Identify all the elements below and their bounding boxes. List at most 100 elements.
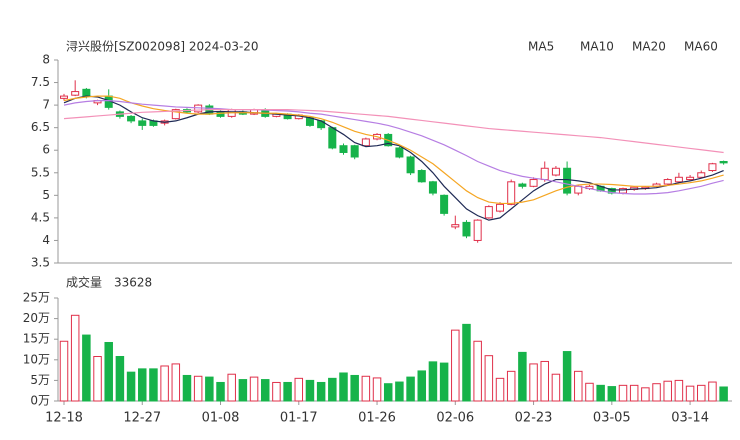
x-tick-label: 03-14 xyxy=(671,411,709,426)
volume-bar xyxy=(339,372,348,402)
volume-bar xyxy=(674,379,684,402)
x-tick-label: 01-26 xyxy=(358,411,396,426)
x-tick-label: 12-27 xyxy=(123,411,161,426)
y-tick-label: 5万 xyxy=(30,373,50,387)
volume-bar xyxy=(529,363,538,402)
x-tick-label: 02-06 xyxy=(436,411,474,426)
candle-body xyxy=(507,181,516,205)
candle-body xyxy=(719,161,728,164)
candle-body xyxy=(127,115,136,122)
candle-body xyxy=(674,176,683,183)
y-tick-label: 25万 xyxy=(23,291,50,305)
candle-body xyxy=(484,206,493,219)
volume-bar xyxy=(708,381,717,402)
y-tick-label: 6.5 xyxy=(31,120,50,134)
x-tick-label: 02-23 xyxy=(515,411,553,426)
ma-line xyxy=(63,109,724,154)
volume-bar xyxy=(417,370,427,402)
candle-body xyxy=(440,194,449,214)
volume-bar xyxy=(104,341,113,402)
candle-body xyxy=(361,138,370,147)
y-tick-label: 10万 xyxy=(23,352,50,366)
volume-bar xyxy=(629,384,639,402)
y-tick-label: 6 xyxy=(42,143,50,157)
candle-body xyxy=(82,88,91,97)
y-tick-label: 5.5 xyxy=(31,165,50,179)
volume-bar xyxy=(283,381,292,402)
volume-bar xyxy=(551,373,561,402)
volume-bar xyxy=(149,368,158,402)
volume-bar xyxy=(451,329,460,402)
candle-body xyxy=(697,172,706,178)
volume-bar xyxy=(182,374,192,402)
y-tick-label: 15万 xyxy=(23,332,50,346)
y-tick-label: 7.5 xyxy=(31,75,50,89)
candle-body xyxy=(518,183,527,187)
ma-line xyxy=(63,100,724,195)
candle-body xyxy=(473,219,482,241)
candle-body xyxy=(339,145,348,153)
candle-body xyxy=(138,120,147,126)
volume-bar xyxy=(138,368,147,402)
candle-body xyxy=(686,176,695,181)
legend-entry: MA20 xyxy=(632,40,666,54)
legend-entry: MA5 xyxy=(528,40,554,54)
volume-bar xyxy=(82,334,91,402)
volume-bar xyxy=(585,382,594,402)
volume-bar xyxy=(205,376,214,402)
y-tick-label: 4.5 xyxy=(31,210,50,224)
legend-entry: MA60 xyxy=(684,40,718,54)
volume-bar xyxy=(562,351,572,402)
candle-body xyxy=(417,170,426,183)
candle-body xyxy=(563,167,572,194)
volume-bar xyxy=(305,379,315,402)
x-tick-label: 01-08 xyxy=(202,411,240,426)
candle-body xyxy=(406,156,415,174)
volume-bar xyxy=(484,355,494,402)
volume-bar xyxy=(719,386,728,402)
volume-bar xyxy=(406,376,415,402)
legend-entry: MA10 xyxy=(580,40,614,54)
volume-bar xyxy=(641,387,650,402)
volume-latest: 33628 xyxy=(114,276,152,290)
volume-bar xyxy=(372,377,382,402)
y-tick-label: 7 xyxy=(42,98,50,112)
volume-bar xyxy=(663,380,672,402)
candle-body xyxy=(708,163,717,172)
x-tick-label: 12-18 xyxy=(45,411,83,426)
candle-body xyxy=(428,181,437,194)
volume-bar xyxy=(249,376,259,402)
y-tick-label: 3.5 xyxy=(31,256,50,270)
volume-bar xyxy=(126,371,136,402)
volume-bar xyxy=(596,384,605,402)
candle-body xyxy=(328,127,337,149)
candle-body xyxy=(551,167,560,176)
ma-line xyxy=(63,95,724,205)
volume-bar xyxy=(227,373,236,402)
x-tick-label: 03-05 xyxy=(593,411,631,426)
volume-bar xyxy=(518,351,527,402)
y-tick-label: 8 xyxy=(42,53,50,67)
candle-body xyxy=(395,147,404,158)
candle-body xyxy=(60,95,68,99)
candle-body xyxy=(451,224,460,228)
y-tick-label: 5 xyxy=(42,188,50,202)
volume-bar xyxy=(238,379,248,402)
volume-bar xyxy=(70,314,80,402)
volume-bar xyxy=(316,381,326,402)
volume-bar xyxy=(495,377,505,402)
ma-line xyxy=(63,95,724,221)
candle-body xyxy=(496,203,505,212)
volume-bar xyxy=(115,356,125,402)
volume-bar xyxy=(574,370,583,402)
candle-body xyxy=(663,179,672,185)
volume-title: 成交量 xyxy=(66,275,102,290)
y-tick-label: 0万 xyxy=(30,394,50,408)
volume-bar xyxy=(439,362,449,402)
candle-body xyxy=(71,91,80,96)
candle-body xyxy=(529,179,538,187)
volume-bar xyxy=(272,381,281,402)
volume-bar xyxy=(59,340,69,402)
